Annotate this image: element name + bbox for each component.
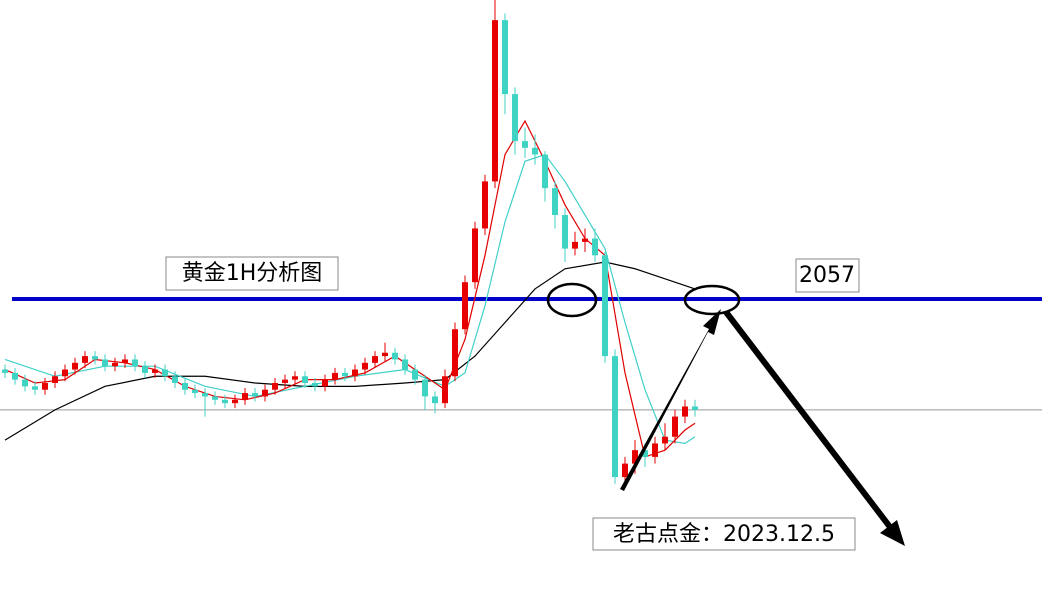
candle-body [412, 369, 418, 380]
candle-body [542, 154, 548, 189]
candle-body [642, 450, 648, 457]
candle-body [202, 393, 208, 397]
arrow-down-head [880, 520, 905, 546]
candle-body [32, 386, 38, 390]
candle-body [302, 376, 308, 383]
candle-body [22, 379, 28, 387]
candle-body [52, 376, 58, 383]
candle-body [572, 241, 578, 249]
candle-body [392, 352, 398, 360]
candle-body [372, 356, 378, 363]
candle-body [452, 329, 458, 377]
arrow-up [620, 309, 721, 491]
candle-body [232, 399, 238, 404]
candle-body [12, 372, 18, 380]
candle-body [682, 406, 688, 417]
candle-body [672, 416, 678, 437]
candle-body [512, 94, 518, 142]
candle-body [2, 369, 8, 373]
candle-body [192, 389, 198, 394]
candle-body [352, 369, 358, 377]
candle-body [132, 359, 138, 367]
candle-body [182, 382, 188, 390]
ma-line [4, 153, 696, 445]
level-box [795, 258, 860, 293]
candle-body [382, 352, 388, 357]
annotation: 老古点金：2023.12.5 [613, 522, 835, 547]
candle-body [422, 379, 428, 397]
candle-body [482, 181, 488, 229]
candle-body [492, 20, 498, 182]
circle-marker [683, 284, 741, 316]
reference-lines [0, 297, 1042, 411]
candle-body [92, 356, 98, 360]
candle-body [362, 362, 368, 370]
candle-body [292, 376, 298, 380]
ma-line [4, 261, 696, 441]
candle-body [562, 215, 568, 249]
moving-averages [4, 119, 696, 458]
candle-body [312, 382, 318, 387]
candle-body [112, 362, 118, 367]
candle-body [222, 399, 228, 404]
candle-body [152, 369, 158, 373]
candle-body [472, 228, 478, 283]
candle-body [662, 436, 668, 444]
candle-body [272, 382, 278, 390]
candle-body [502, 20, 508, 95]
candle-body [532, 147, 538, 155]
circle-marker [546, 282, 598, 318]
ma-line [4, 119, 696, 458]
candle-body [582, 238, 588, 242]
candle-body [402, 359, 408, 370]
candle-body [162, 369, 168, 377]
candle-body [592, 238, 598, 256]
candle-body [432, 396, 438, 404]
candle-body [82, 356, 88, 363]
candle-body [252, 393, 258, 397]
candle-body [602, 255, 608, 357]
candle-body [142, 366, 148, 373]
title-box [165, 256, 339, 291]
arrow-down-shaft [723, 310, 893, 529]
candle-body [172, 376, 178, 383]
candle-body [42, 382, 48, 390]
candle-body [342, 372, 348, 377]
candle-body [62, 369, 68, 377]
candle-body [652, 443, 658, 457]
candle-body [522, 141, 528, 148]
candle-body [552, 188, 558, 216]
candle-body [442, 376, 448, 404]
candle-body [262, 389, 268, 397]
candle-body [322, 379, 328, 387]
candle-body [332, 372, 338, 380]
chart-title: 黄金1H分析图 [182, 261, 323, 286]
candle-body [622, 463, 628, 478]
candle-body [282, 379, 288, 383]
candle-body [122, 359, 128, 363]
candle-body [462, 282, 468, 330]
candle-body [632, 450, 638, 464]
candle-body [102, 359, 108, 367]
annotation-box [592, 517, 856, 551]
candle-body [612, 356, 618, 478]
candle-body [692, 406, 698, 410]
level-label: 2057 [799, 263, 855, 288]
candles [2, 0, 698, 488]
candle-body [242, 393, 248, 400]
candle-body [72, 362, 78, 370]
candle-body [212, 396, 218, 400]
